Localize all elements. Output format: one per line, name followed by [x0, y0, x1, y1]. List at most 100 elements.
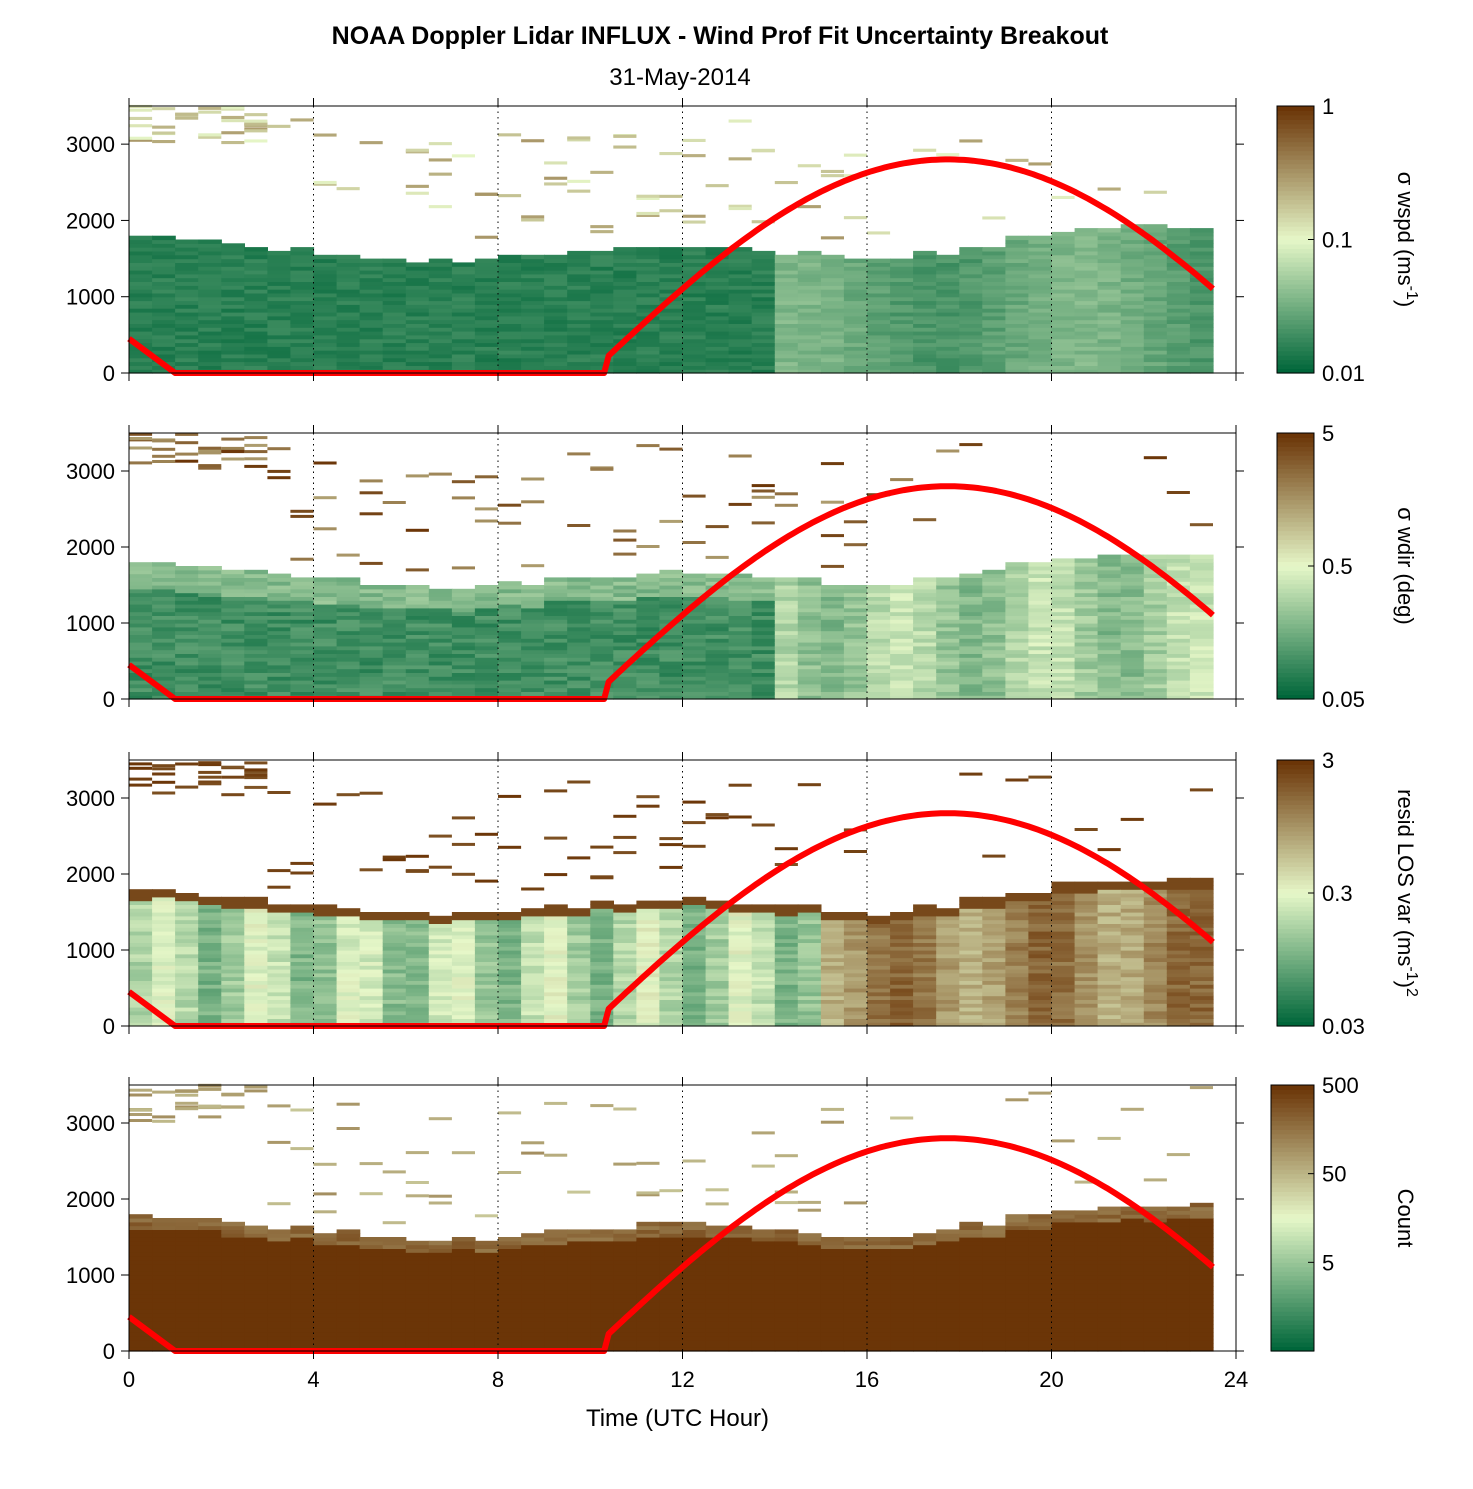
heatmap-cell: [336, 984, 361, 989]
heatmap-cell: [728, 353, 753, 359]
heatmap-cell: [313, 292, 338, 298]
heatmap-cell: [382, 923, 407, 928]
heatmap-cell: [1074, 350, 1099, 355]
heatmap-cell: [336, 273, 361, 279]
heatmap-cell: [1051, 691, 1076, 696]
heatmap-cell: [867, 695, 891, 700]
heatmap-cell: [129, 569, 153, 575]
heatmap-cell: [405, 1007, 430, 1012]
heatmap-cell: [405, 664, 430, 670]
heatmap-cell: [175, 683, 199, 689]
heatmap-cell: [290, 315, 315, 321]
heatmap-cell: [428, 999, 453, 1004]
heatmap-cell: [843, 270, 868, 275]
heatmap-cell: [221, 642, 245, 647]
heatmap-cell: [1189, 611, 1214, 616]
heatmap-cell: [521, 991, 545, 997]
heatmap-cell: [728, 919, 753, 924]
heatmap-cell: [290, 353, 315, 359]
heatmap-cell: [728, 588, 753, 594]
colorbar-swatch: [1277, 310, 1314, 316]
heatmap-cell: [728, 984, 753, 989]
heatmap-cell: [613, 600, 637, 605]
heatmap-cell: [959, 995, 983, 1000]
heatmap-cell: [198, 1010, 222, 1016]
heatmap-cell: [797, 908, 822, 913]
heatmap-cell: [405, 334, 430, 340]
heatmap-cell: [544, 626, 568, 632]
heatmap-cell: [982, 296, 1006, 302]
heatmap-cell: [313, 904, 338, 909]
heatmap-cell: [1051, 653, 1076, 658]
heatmap-cell: [751, 934, 776, 940]
heatmap-cell: [290, 938, 315, 943]
heatmap-cell: [567, 289, 591, 294]
heatmap-cell: [936, 999, 960, 1004]
heatmap-cell: [1143, 228, 1168, 233]
heatmap-cell: [221, 338, 245, 344]
heatmap-cell: [636, 266, 661, 271]
heatmap-cell: [1166, 588, 1191, 594]
heatmap-cell: [405, 323, 430, 328]
heatmap-cell: [751, 338, 776, 344]
heatmap-cell: [152, 969, 176, 974]
heatmap-cell: [359, 645, 384, 651]
heatmap-cell: [1166, 304, 1191, 309]
heatmap-cell: [152, 676, 176, 681]
heatmap-cell: [705, 999, 730, 1004]
heatmap-cell: [590, 980, 614, 985]
heatmap-cell: [567, 1018, 591, 1023]
heatmap-cell: [1074, 258, 1099, 263]
heatmap-cell: [521, 934, 545, 940]
heatmap-cell: [1166, 672, 1191, 677]
heatmap-cell: [682, 957, 707, 962]
heatmap-cell: [544, 285, 568, 290]
heatmap-cell: [890, 361, 914, 366]
heatmap-cell: [590, 266, 614, 271]
heatmap-cell: [267, 254, 292, 260]
heatmap-cell: [498, 350, 522, 355]
heatmap-cell: [498, 683, 522, 689]
heatmap-cell: [1166, 491, 1190, 494]
heatmap-cell: [129, 136, 153, 140]
heatmap-cell: [405, 988, 430, 993]
heatmap-cell: [1120, 270, 1145, 275]
heatmap-cell: [890, 262, 914, 267]
heatmap-cell: [936, 946, 960, 951]
heatmap-cell: [636, 194, 660, 198]
heatmap-cell: [544, 611, 568, 616]
heatmap-cell: [152, 596, 176, 601]
heatmap-cell: [152, 107, 176, 111]
heatmap-cell: [1051, 308, 1076, 313]
heatmap-cell: [175, 972, 199, 978]
heatmap-cell: [451, 961, 476, 966]
heatmap-cell: [1143, 600, 1168, 605]
heatmap-cell: [498, 357, 522, 363]
heatmap-cell: [382, 961, 407, 966]
heatmap-cell: [636, 300, 661, 305]
heatmap-cell: [567, 984, 591, 989]
heatmap-cell: [636, 615, 661, 620]
heatmap-cell: [152, 304, 176, 309]
colorbar-swatch: [1277, 472, 1314, 478]
heatmap-cell: [451, 357, 476, 363]
heatmap-cell: [152, 672, 176, 677]
heatmap-cell: [313, 645, 338, 651]
heatmap-cell: [982, 607, 1006, 613]
heatmap-cell: [382, 980, 407, 985]
heatmap-cell: [867, 988, 891, 993]
heatmap-cell: [428, 596, 453, 601]
heatmap-cell: [428, 642, 453, 647]
heatmap-cell: [682, 946, 707, 951]
heatmap-cell: [1005, 649, 1030, 654]
heatmap-cell: [843, 619, 868, 624]
heatmap-cell: [1166, 638, 1191, 643]
heatmap-cell: [336, 683, 361, 689]
heatmap-cell: [428, 626, 453, 632]
heatmap-cell: [451, 304, 476, 309]
heatmap-cell: [1097, 626, 1122, 632]
heatmap-cell: [590, 308, 614, 313]
heatmap-cell: [936, 984, 960, 989]
heatmap-cell: [1074, 1003, 1099, 1008]
heatmap-cell: [382, 361, 407, 366]
